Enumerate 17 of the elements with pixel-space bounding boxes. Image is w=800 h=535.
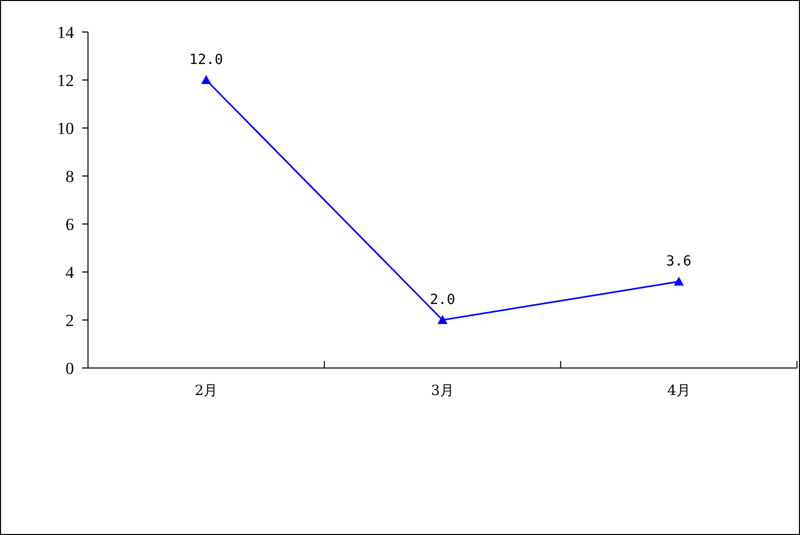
x-tick-label: 3月	[431, 383, 454, 399]
data-label: 2.0	[430, 292, 456, 308]
y-tick-label: 0	[66, 359, 74, 378]
y-tick-label: 12	[57, 71, 74, 90]
point	[438, 315, 448, 324]
y-tick-label: 6	[66, 215, 74, 234]
point	[674, 276, 684, 286]
x-tick-label: 4月	[667, 383, 690, 399]
x-tick-label: 2月	[194, 383, 218, 399]
data-label: 3.6	[666, 254, 692, 270]
y-tick-label: 4	[66, 263, 74, 282]
y-tick-label: 10	[57, 119, 74, 138]
point	[201, 75, 212, 84]
y-tick-label: 2	[66, 311, 74, 330]
data-label: 12.0	[189, 52, 224, 68]
y-tick-label: 14	[57, 23, 74, 42]
y-tick-label: 8	[66, 167, 74, 186]
